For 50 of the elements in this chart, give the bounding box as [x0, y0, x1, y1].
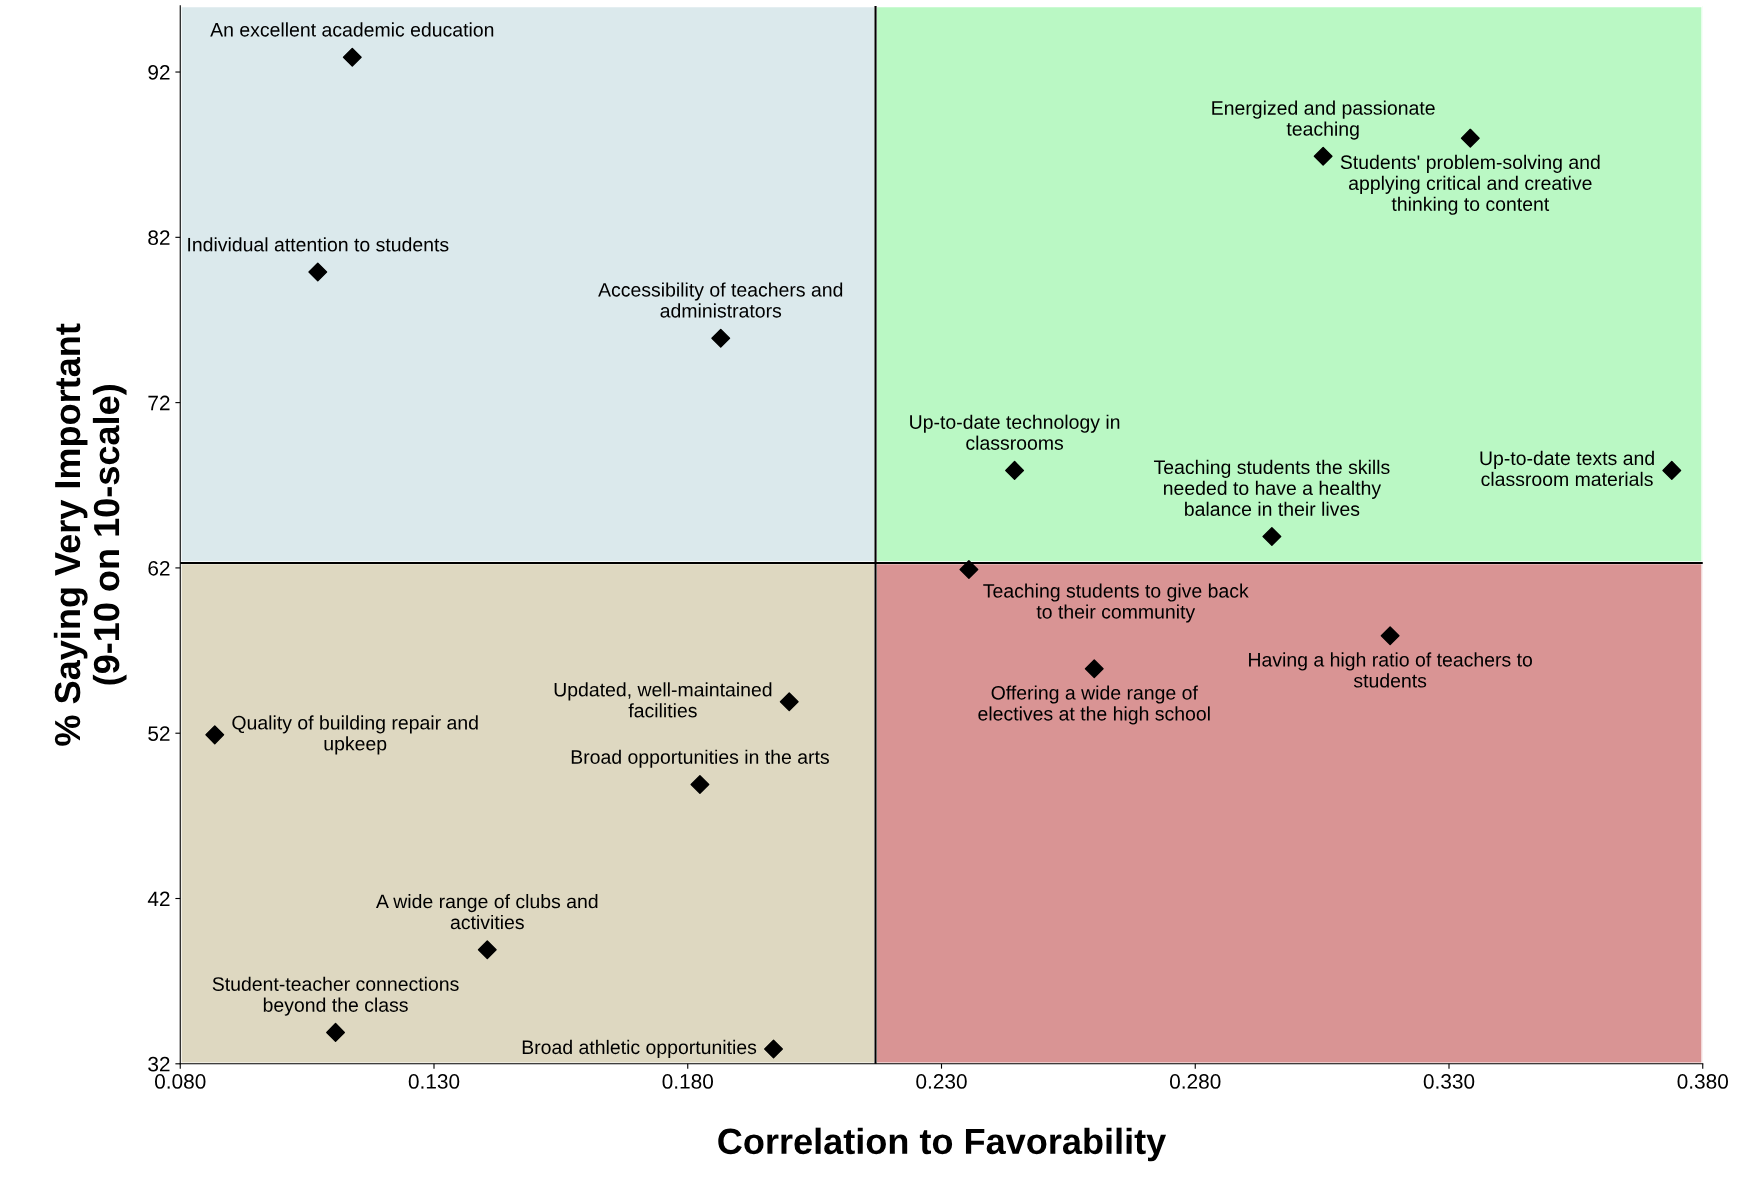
point	[326, 1022, 346, 1042]
y-tick-label: 62	[148, 560, 170, 576]
point	[205, 725, 225, 745]
annotation: An excellent academic education	[210, 22, 494, 37]
x-tick-label: 0.080	[155, 1074, 206, 1089]
annotation: Teaching students the skills needed to have a healthy balance in their lives	[1153, 459, 1390, 516]
annotation: Teaching students to give back to their community	[983, 583, 1249, 623]
point	[1380, 626, 1400, 646]
x-tick-label: 0.130	[408, 1074, 460, 1089]
x-tick-label: 0.380	[1677, 1074, 1728, 1089]
x-tick-label: 0.330	[1423, 1074, 1475, 1089]
annotation: Accessibility of teachers and administrators	[598, 282, 843, 318]
point	[308, 262, 328, 282]
x-tick-label: 0.180	[662, 1074, 713, 1089]
point	[779, 692, 799, 712]
annotation: Individual attention to students	[188, 237, 449, 252]
point	[477, 940, 497, 960]
y-axis-title: % Saying Very Important (9-10 on 10-scale)	[53, 323, 127, 746]
y-tick-label: 92	[148, 65, 170, 80]
annotation: Offering a wide range of electives at the high school	[978, 685, 1210, 725]
x-tick-label: 0.280	[1170, 1074, 1221, 1089]
annotation: A wide range of clubs and activities	[375, 894, 598, 930]
annotation: Updated, well-maintained facilities	[554, 682, 772, 718]
point	[1005, 460, 1025, 480]
y-tick-label: 72	[148, 395, 170, 411]
annotation: Students' problem-solving and applying critical and creative thinking to content	[1340, 154, 1600, 215]
annotation: Energized and passionate teaching	[1212, 100, 1435, 140]
point	[711, 328, 731, 348]
y-tick-label: 32	[148, 1056, 170, 1072]
x-tick-label: 0.230	[916, 1074, 967, 1089]
x-axis-title: Correlation to Favorability	[718, 1127, 1167, 1162]
annotation: Quality of building repair and upkeep	[232, 715, 478, 755]
point	[959, 560, 979, 580]
y-tick-label: 82	[148, 230, 170, 246]
annotation: Student-teacher connections beyond the class	[212, 976, 459, 1016]
point	[342, 47, 362, 67]
point	[1084, 659, 1104, 679]
annotation: Broad athletic opportunities	[522, 1039, 757, 1058]
y-tick-label: 42	[147, 891, 170, 907]
point	[764, 1039, 783, 1059]
point	[1460, 128, 1480, 148]
annotation: Broad opportunities in the arts	[571, 749, 829, 768]
point	[1662, 460, 1682, 480]
annotation: Up-to-date technology in classrooms	[910, 414, 1120, 450]
annotation: Up-to-date texts and classroom materials	[1480, 450, 1654, 487]
point	[1313, 146, 1333, 166]
y-tick-label: 52	[148, 726, 170, 741]
annotation: Having a high ratio of teachers to students	[1249, 652, 1532, 688]
point	[1262, 527, 1282, 546]
point	[690, 774, 710, 794]
